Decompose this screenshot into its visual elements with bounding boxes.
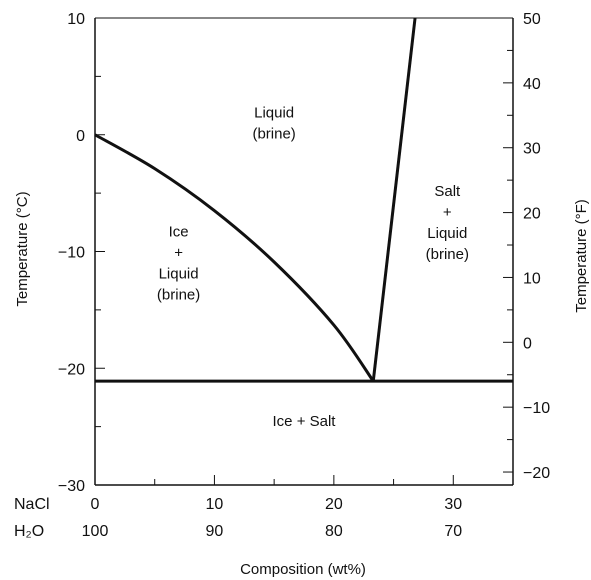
region-label: + <box>443 204 452 221</box>
x-tick-label: 90 <box>206 523 224 540</box>
y-right-tick-label: 0 <box>523 335 532 352</box>
y-right-tick-label: 50 <box>523 11 541 28</box>
region-label: Liquid <box>254 105 294 122</box>
region-label: + <box>174 245 183 262</box>
region-label: Ice + Salt <box>273 413 337 430</box>
y-axis-left-title: Temperature (°C) <box>14 191 31 306</box>
x-row-name: H₂O <box>14 523 44 540</box>
x-row-name: NaCl <box>14 496 50 513</box>
region-label: Liquid <box>427 225 467 242</box>
region-label: (brine) <box>426 246 469 263</box>
x-axis-title: Composition (wt%) <box>240 561 366 578</box>
x-tick-label: 0 <box>91 496 100 513</box>
y-left-tick-label: −20 <box>58 361 85 378</box>
x-tick-label: 20 <box>325 496 343 513</box>
y-left-tick-label: −10 <box>58 245 85 262</box>
x-tick-label: 100 <box>82 523 109 540</box>
region-label: (brine) <box>252 126 295 143</box>
y-right-tick-label: 30 <box>523 141 541 158</box>
y-right-tick-label: 10 <box>523 270 541 287</box>
y-axis-right-title: Temperature (°F) <box>573 199 590 313</box>
y-right-tick-label: −10 <box>523 400 550 417</box>
y-left-tick-label: 10 <box>67 11 85 28</box>
right-axis: 50 40 30 20 10 0 −10 −20 <box>503 11 550 482</box>
y-right-tick-label: 40 <box>523 76 541 93</box>
y-right-tick-label: 20 <box>523 206 541 223</box>
bottom-axis: NaCl 0 10 20 30 H₂O 100 90 80 70 <box>14 475 514 540</box>
x-tick-label: 10 <box>206 496 224 513</box>
region-label: Salt <box>434 183 461 200</box>
region-label: (brine) <box>157 287 200 304</box>
y-left-tick-label: 0 <box>76 128 85 145</box>
y-right-tick-label: −20 <box>523 465 550 482</box>
phase-line-2 <box>371 17 417 382</box>
region-labels: Liquid (brine) Ice + Liquid (brine) Salt + Liqui… <box>157 105 469 430</box>
x-tick-label: 70 <box>444 523 462 540</box>
phase-line-1 <box>94 133 375 382</box>
y-left-tick-label: −30 <box>58 478 85 495</box>
region-label: Liquid <box>159 266 199 283</box>
left-axis: 10 0 −10 −20 −30 <box>58 11 105 495</box>
region-label: Ice <box>169 224 189 241</box>
x-tick-label: 30 <box>444 496 462 513</box>
x-tick-label: 80 <box>325 523 343 540</box>
phase-boundaries <box>94 17 513 383</box>
